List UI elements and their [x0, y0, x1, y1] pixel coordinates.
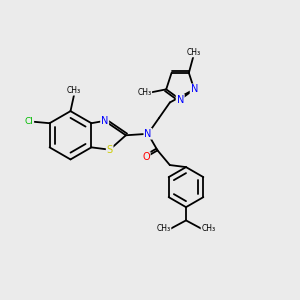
Text: CH₃: CH₃ — [201, 224, 215, 233]
Text: N: N — [144, 129, 152, 139]
Text: N: N — [190, 84, 198, 94]
Text: CH₃: CH₃ — [157, 224, 171, 233]
Text: CH₃: CH₃ — [186, 48, 200, 57]
Text: N: N — [176, 94, 184, 104]
Text: CH₃: CH₃ — [137, 88, 152, 97]
Text: Cl: Cl — [25, 117, 33, 126]
Text: N: N — [101, 116, 108, 126]
Text: CH₃: CH₃ — [67, 86, 81, 95]
Text: S: S — [106, 145, 113, 155]
Text: O: O — [142, 152, 150, 162]
